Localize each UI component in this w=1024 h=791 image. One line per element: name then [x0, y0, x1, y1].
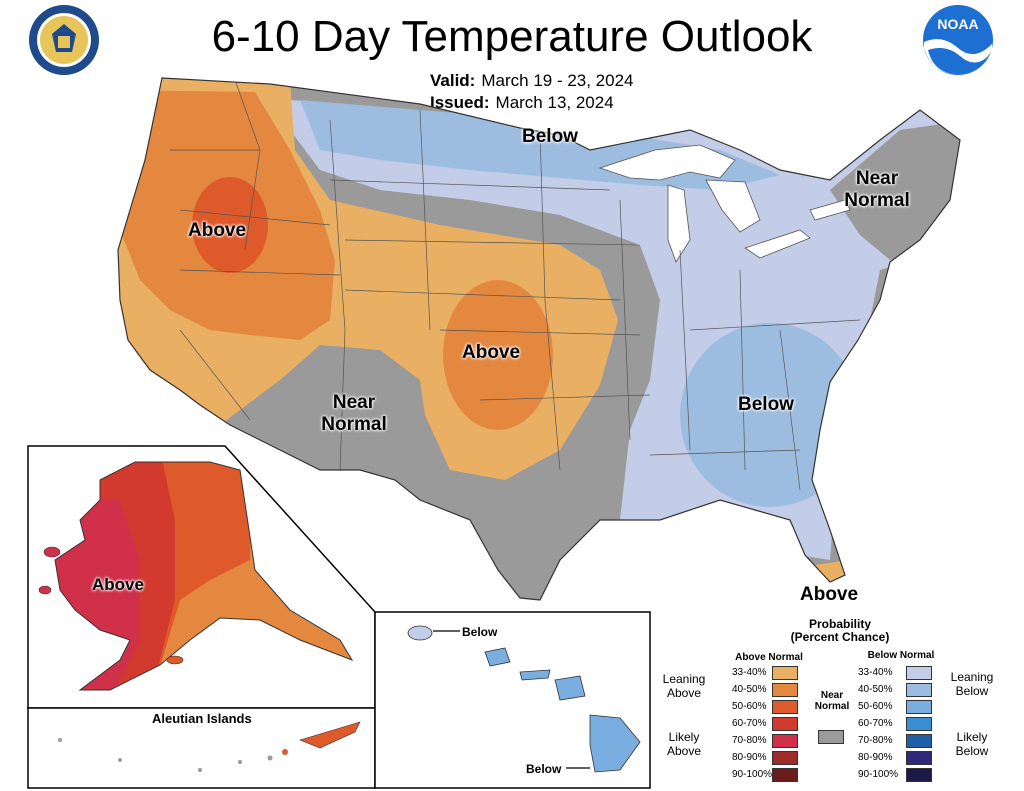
hawaii-inset [374, 611, 651, 789]
label-sw-normal: Normal [321, 414, 387, 435]
legend-below-range-label: 80-90% [858, 752, 893, 763]
legend-leaning-above: Leaning Above [654, 672, 714, 700]
legend-likely-below: Likely Below [942, 730, 1002, 758]
legend-below-swatch [906, 768, 932, 782]
label-aleutian-islands: Aleutian Islands [152, 711, 252, 726]
legend-below-range-label: 70-80% [858, 735, 893, 746]
legend-title: Probability (Percent Chance) [750, 618, 930, 644]
leaning-below-line1: Leaning [950, 670, 994, 684]
lake-huron [705, 179, 761, 233]
noaa-logo-icon: NOAA [923, 5, 993, 75]
likely-below-line2: Below [955, 744, 989, 758]
legend-near-normal-swatch [818, 730, 844, 744]
legend-below-swatch [906, 717, 932, 731]
above-50-60-west [192, 177, 268, 273]
legend-above-header: Above Normal [735, 652, 803, 663]
legend-title-line2: (Percent Chance) [790, 630, 890, 644]
legend-above-swatch [772, 768, 798, 782]
legend-below-swatch [906, 666, 932, 680]
legend-likely-above: Likely Above [654, 730, 714, 758]
near-label-line1: Near [820, 690, 844, 701]
lake-erie [744, 229, 811, 259]
validity-block: Valid: March 19 - 23, 2024 Issued: March 1… [430, 70, 634, 114]
valid-label: Valid: [430, 71, 476, 90]
label-southwest-near-normal: Near Normal [318, 392, 390, 436]
legend-above-range-label: 40-50% [732, 684, 767, 695]
above-40-50-plains [443, 280, 553, 430]
legend-below-swatch [906, 751, 932, 765]
legend-below-header: Below Normal [867, 650, 935, 661]
legend-below-swatch [906, 683, 932, 697]
leaning-above-line1: Leaning [662, 672, 706, 686]
legend-above-swatch [772, 683, 798, 697]
page-title: 6-10 Day Temperature Outlook [211, 12, 813, 61]
legend-above-range-label: 33-40% [732, 667, 767, 678]
conus-outline [117, 77, 961, 601]
label-hawaii-below-south: Below [526, 762, 562, 776]
label-plains-above: Above [462, 342, 521, 363]
legend-above-swatch [772, 666, 798, 680]
legend-above-swatch [772, 751, 798, 765]
lake-superior [598, 144, 736, 181]
legend-below-range-label: 50-60% [858, 701, 893, 712]
label-alaska-above: Above [92, 575, 144, 594]
legend-above-range-label: 50-60% [732, 701, 767, 712]
state-boundaries [170, 79, 861, 491]
legend-above-swatch [772, 717, 798, 731]
likely-above-line1: Likely [668, 730, 700, 744]
legend-above-range-label: 70-80% [732, 735, 767, 746]
alaska-inset [27, 445, 376, 789]
legend-above-range-label: 80-90% [732, 752, 767, 763]
legend-near-normal-label: Near Normal [810, 690, 854, 712]
lake-ontario [809, 199, 851, 221]
valid-line: Valid: March 19 - 23, 2024 [430, 70, 634, 92]
legend-title-line1: Probability [808, 617, 871, 631]
near-label-line2: Normal [814, 701, 850, 712]
legend-leaning-below: Leaning Below [942, 670, 1002, 698]
issued-value: March 13, 2024 [495, 93, 614, 112]
label-ne-near: Near [855, 168, 899, 189]
label-west-above: Above [188, 220, 247, 241]
legend-below-range-label: 40-50% [858, 684, 893, 695]
legend-above-swatch [772, 734, 798, 748]
probability-legend: Probability (Percent Chance) Above Norma… [650, 614, 1024, 791]
likely-above-line2: Above [666, 744, 702, 758]
legend-below-swatch [906, 734, 932, 748]
legend-below-swatch [906, 700, 932, 714]
leaning-below-line2: Below [955, 684, 989, 698]
label-sw-near: Near [332, 392, 376, 413]
likely-below-line1: Likely [956, 730, 988, 744]
label-southeast-below: Below [738, 394, 794, 415]
legend-below-range-label: 33-40% [858, 667, 893, 678]
label-florida-above: Above [800, 584, 859, 605]
label-hawaii-below-north: Below [462, 625, 498, 639]
commerce-seal-icon [29, 5, 99, 75]
lake-michigan [667, 184, 691, 263]
label-north-below: Below [522, 126, 578, 147]
issued-label: Issued: [430, 93, 490, 112]
leaning-above-line2: Above [666, 686, 702, 700]
issued-line: Issued: March 13, 2024 [430, 92, 634, 114]
legend-above-swatch [772, 700, 798, 714]
svg-text:NOAA: NOAA [937, 16, 978, 32]
label-northeast-near-normal: Near Normal [842, 168, 912, 212]
legend-above-range-label: 90-100% [732, 769, 773, 780]
legend-below-range-label: 90-100% [858, 769, 899, 780]
legend-above-range-label: 60-70% [732, 718, 767, 729]
legend-below-range-label: 60-70% [858, 718, 893, 729]
label-ne-normal: Normal [844, 190, 910, 211]
valid-value: March 19 - 23, 2024 [481, 71, 634, 90]
